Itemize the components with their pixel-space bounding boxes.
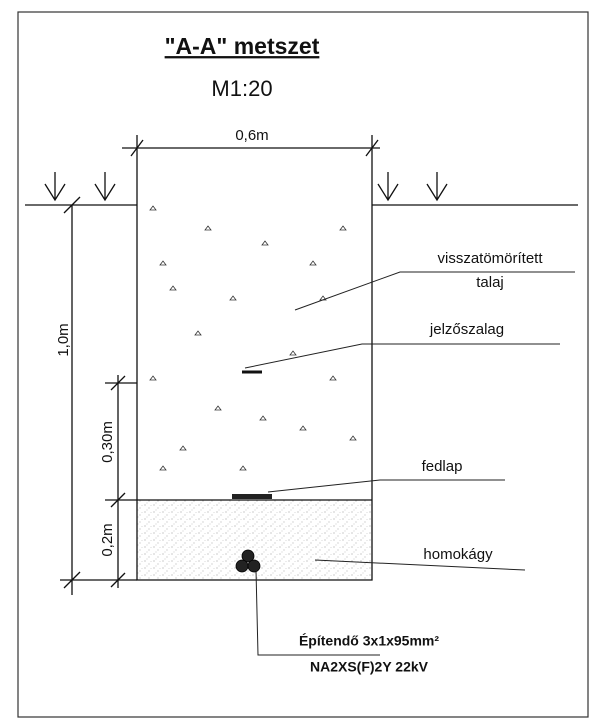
ground-arrows: [44, 172, 448, 202]
depth-dimensions: [60, 196, 137, 595]
frame: [17, 11, 589, 718]
width-dimension: [122, 135, 380, 205]
sand-label: homokágy: [423, 546, 493, 563]
backfill-label: talaj: [476, 274, 504, 291]
cover-label: fedlap: [422, 458, 463, 475]
lower-label: 0,2m: [99, 523, 116, 556]
scale: M1:20: [211, 76, 272, 101]
leaders: [244, 271, 575, 656]
backfill-stones: [149, 205, 357, 471]
cable-label: NA2XS(F)2Y 22kV: [310, 659, 429, 675]
depth-label: 1,0m: [55, 323, 72, 356]
upper-label: 0,30m: [99, 421, 116, 463]
backfill-label: visszatömörített: [437, 250, 543, 267]
cable-label: Építendő 3x1x95mm²: [299, 633, 439, 649]
trench: [25, 204, 578, 581]
cable: [235, 549, 261, 573]
title: "A-A" metszet: [165, 33, 320, 59]
tape-label: jelzőszalag: [429, 321, 504, 338]
width-label: 0,6m: [235, 127, 268, 144]
